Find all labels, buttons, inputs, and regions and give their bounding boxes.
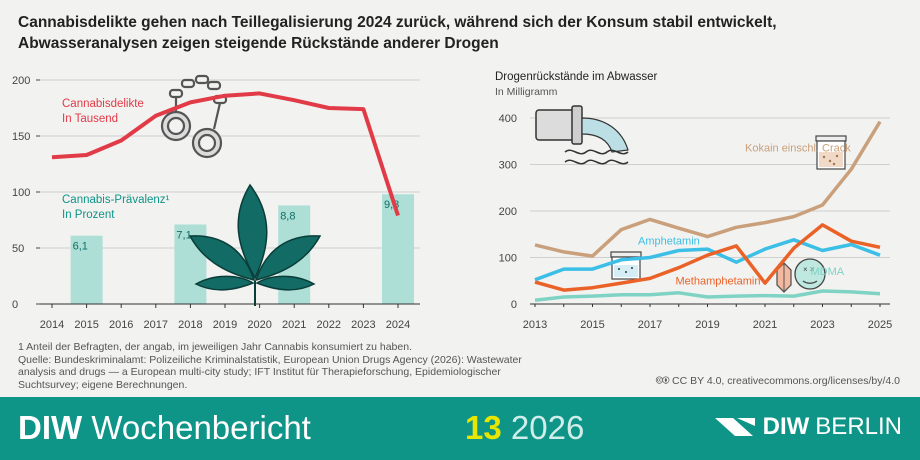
x-tick-label: 2024 — [386, 319, 410, 331]
footer: DIW Wochenbericht 13 2026 DIW BERLIN — [0, 397, 920, 460]
prevalence-value-label: 8,8 — [280, 210, 295, 222]
x-tick-label: 2015 — [74, 319, 98, 331]
abwasser-title: Drogenrückstände im Abwasser — [495, 71, 658, 83]
prevalence-value-label: 7,1 — [176, 229, 191, 241]
x-tick-label: 2023 — [810, 319, 834, 331]
x-tick-label: 2015 — [580, 319, 604, 331]
prevalence-value-label: 6,1 — [73, 241, 88, 253]
footnote-1: 1 Anteil der Befragten, der angab, im je… — [18, 341, 412, 353]
issue-year: 2026 — [510, 409, 585, 446]
methamphetamine-label: Methamphetamin — [676, 275, 761, 287]
y-tick-label: 100 — [499, 253, 517, 265]
handcuffs-icon — [160, 74, 228, 159]
brand: DIW Wochenbericht — [18, 409, 311, 447]
y-tick-label: 150 — [12, 131, 30, 143]
issue: 13 2026 — [465, 409, 584, 447]
x-tick-label: 2017 — [144, 319, 168, 331]
page-title: Cannabisdelikte gehen nach Teillegalisie… — [18, 14, 777, 52]
diw-logo[interactable]: DIW BERLIN — [713, 413, 902, 441]
y-tick-label: 400 — [499, 113, 517, 125]
mdma-label: MDMA — [811, 266, 845, 278]
source-note: Quelle: Bundeskriminalamt: Polizeiliche … — [18, 353, 522, 391]
x-tick-label: 2014 — [40, 319, 64, 331]
prevalence-bar — [70, 235, 103, 304]
x-tick-label: 2019 — [213, 319, 237, 331]
delikte-unit: In Tausend — [62, 113, 118, 125]
praevalenz-label: Cannabis-Prävalenz¹ — [62, 194, 170, 206]
cocaine-line — [534, 120, 882, 258]
license: 🅭🅯 CC BY 4.0, creativecommons.org/licens… — [656, 375, 900, 388]
methamphetamine-line — [534, 223, 881, 292]
logo-rest: BERLIN — [815, 413, 902, 440]
crystal-icon — [776, 262, 792, 293]
x-tick-label: 2016 — [109, 319, 133, 331]
svg-text:× ×: × × — [803, 265, 815, 274]
x-tick-label: 2023 — [351, 319, 375, 331]
x-tick-label: 2018 — [178, 319, 202, 331]
cocaine-label: Kokain einschl. Crack — [745, 142, 851, 154]
y-tick-label: 0 — [511, 299, 517, 311]
x-tick-label: 2021 — [753, 319, 777, 331]
diw-logo-icon — [714, 418, 755, 436]
x-tick-label: 2019 — [695, 319, 719, 331]
x-tick-label: 2020 — [247, 319, 271, 331]
y-tick-label: 100 — [12, 187, 30, 199]
logo-bold: DIW — [762, 413, 810, 440]
cannabis-leaf-icon — [188, 183, 322, 306]
abwasser-subtitle: In Milligramm — [495, 86, 558, 98]
x-tick-label: 2017 — [638, 319, 662, 331]
footnote: 1 Anteil der Befragten, der angab, im je… — [18, 341, 538, 391]
issue-number: 13 — [465, 409, 502, 446]
praevalenz-unit: In Prozent — [62, 209, 115, 221]
y-tick-label: 300 — [499, 160, 517, 172]
amphetamine-label: Amphetamin — [638, 235, 700, 247]
cc-icon: 🅭🅯 — [656, 375, 672, 387]
y-tick-label: 200 — [499, 206, 517, 218]
cannabisdelikte-line — [51, 91, 400, 217]
amphetamine-jar-icon — [610, 251, 642, 280]
amphetamine-line — [534, 238, 881, 282]
mdma-pill-icon: × × — [794, 258, 826, 290]
x-tick-label: 2025 — [868, 319, 892, 331]
abwasser-chart: Drogenrückstände im Abwasser In Milligra… — [495, 71, 892, 331]
y-tick-label: 0 — [12, 299, 18, 311]
license-text: CC BY 4.0, creativecommons.org/licenses/… — [672, 375, 900, 387]
x-tick-label: 2021 — [282, 319, 306, 331]
crack-jar-icon — [815, 135, 847, 170]
mdma-line — [534, 289, 881, 303]
x-tick-label: 2022 — [317, 319, 341, 331]
x-tick-label: 2013 — [523, 319, 547, 331]
delikte-label: Cannabisdelikte — [62, 98, 144, 110]
pipe-water-icon — [535, 105, 629, 165]
y-tick-label: 50 — [12, 243, 24, 255]
y-tick-label: 200 — [12, 75, 30, 87]
brand-bold: DIW — [18, 409, 83, 446]
brand-rest: Wochenbericht — [91, 409, 311, 446]
